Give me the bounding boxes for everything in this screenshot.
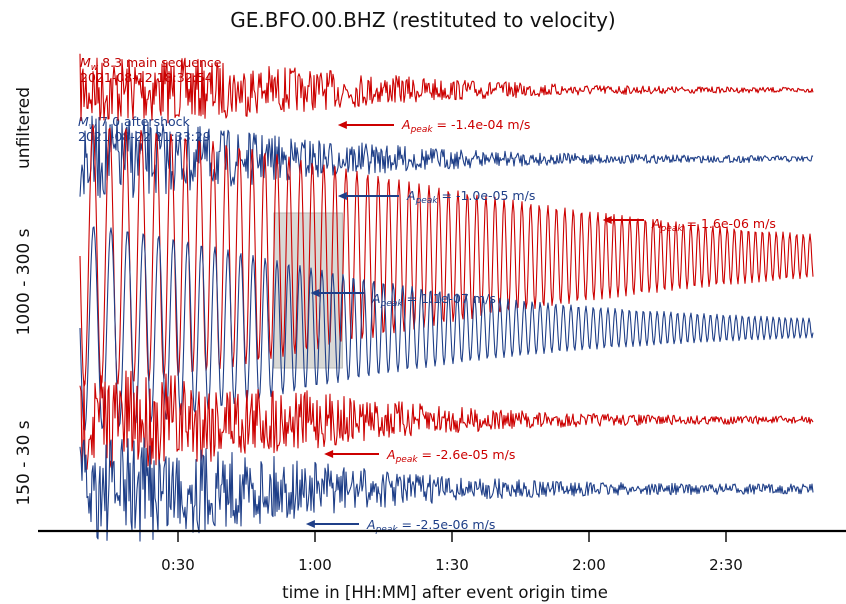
trace-longperiod-mainshock [79, 124, 814, 388]
x-tick-label: 0:30 [161, 556, 195, 574]
trace-unfiltered-aftershock [79, 115, 814, 198]
peak-arrowhead [305, 520, 315, 528]
peak-amplitude-label: Apeak = -2.5e-06 m/s [366, 517, 495, 535]
peak-arrowhead [324, 450, 334, 458]
x-axis-ticks: 0:30 1:00 1:30 2:00 2:30 [161, 531, 743, 574]
row-label-shortperiod: 150 - 30 s [14, 420, 34, 505]
row-label-unfiltered: unfiltered [14, 87, 34, 169]
chart-title: GE.BFO.00.BHZ (restituted to velocity) [230, 8, 615, 32]
peak-arrowhead [337, 121, 347, 129]
peak-amplitude-label: Apeak = 1.6e-06 m/s [651, 216, 776, 234]
x-tick-label: 2:30 [709, 556, 743, 574]
trace-layer [79, 53, 814, 542]
peak-arrowhead [310, 289, 320, 297]
peak-arrowhead [337, 192, 347, 200]
x-tick-label: 1:00 [298, 556, 332, 574]
x-axis-label: time in [HH:MM] after event origin time [282, 583, 608, 602]
trace-shortperiod-aftershock [79, 437, 814, 542]
peak-amplitude-label: Apeak = 1.1e-07 m/s [371, 291, 496, 309]
row-label-longperiod: 1000 - 300 s [14, 228, 34, 335]
peak-amplitude-label: Apeak = -1.0e-05 m/s [406, 188, 535, 206]
peak-amplitude-label: Apeak = -2.6e-05 m/s [386, 447, 515, 465]
x-tick-label: 1:30 [435, 556, 469, 574]
peak-annotation-layer: Apeak = -1.4e-04 m/s Apeak = -1.0e-05 m/s… [305, 117, 776, 535]
trace-shortperiod-mainshock [79, 370, 814, 471]
peak-amplitude-label: Apeak = -1.4e-04 m/s [401, 117, 530, 135]
peak-arrowhead [602, 216, 612, 224]
trace-longperiod-aftershock [79, 226, 814, 431]
x-tick-label: 2:00 [572, 556, 606, 574]
trace-unfiltered-mainshock [79, 53, 814, 124]
